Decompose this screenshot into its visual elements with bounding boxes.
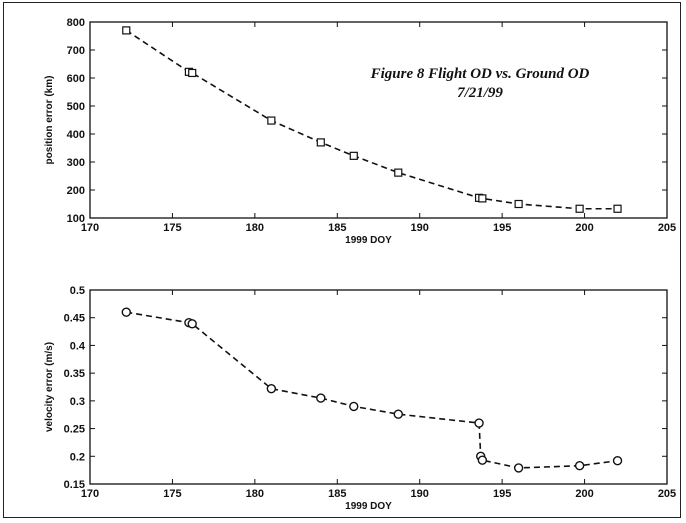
data-point xyxy=(394,168,403,177)
data-point xyxy=(574,461,585,471)
x-tick-label: 175 xyxy=(163,222,181,234)
x-tick-label: 195 xyxy=(493,488,511,500)
x-tick-label: 200 xyxy=(575,488,593,500)
data-point xyxy=(349,401,359,412)
x-tick-label: 175 xyxy=(163,488,181,500)
y-tick-label: 0.45 xyxy=(64,313,85,325)
x-tick-label: 180 xyxy=(246,222,264,234)
x-tick-label: 205 xyxy=(658,488,676,500)
data-point xyxy=(316,393,326,403)
x-axis-title: 1999 DOY xyxy=(345,501,392,512)
y-axis-title: position error (km) xyxy=(44,76,55,165)
y-tick-label: 100 xyxy=(67,213,85,225)
data-point xyxy=(575,204,584,213)
y-tick-label: 0.15 xyxy=(64,479,85,491)
data-point xyxy=(266,383,277,394)
figure-title: Figure 8 Flight OD vs. Ground OD xyxy=(370,66,590,82)
y-tick-label: 500 xyxy=(67,101,85,113)
y-tick-label: 700 xyxy=(67,45,85,57)
x-tick-label: 190 xyxy=(411,222,429,234)
series-line xyxy=(125,29,618,210)
data-point xyxy=(393,409,403,419)
x-tick-label: 185 xyxy=(328,222,346,234)
plot-frame xyxy=(89,289,668,485)
y-tick-label: 600 xyxy=(67,73,85,85)
plot-frame xyxy=(89,21,668,219)
y-tick-label: 0.5 xyxy=(70,285,85,297)
data-point xyxy=(612,456,623,466)
x-tick-label: 200 xyxy=(575,222,593,234)
y-tick-label: 800 xyxy=(67,17,85,29)
data-point xyxy=(316,138,325,147)
data-point xyxy=(267,116,276,125)
y-tick-label: 0.35 xyxy=(64,368,85,380)
y-tick-label: 400 xyxy=(67,129,85,141)
x-axis-title: 1999 DOY xyxy=(345,235,392,246)
y-tick-label: 300 xyxy=(67,157,85,169)
data-point xyxy=(513,463,524,473)
data-point xyxy=(188,68,197,78)
y-tick-label: 0.2 xyxy=(70,451,85,463)
figure-date: 7/21/99 xyxy=(457,85,503,101)
data-point xyxy=(613,204,622,213)
x-tick-label: 185 xyxy=(328,488,346,500)
velocity-error-plot: 170 175 180 185 190 195 200 205 0.15 0.2 0.25 0.3 0.… xyxy=(44,285,676,512)
page-border xyxy=(3,2,681,518)
data-point xyxy=(477,455,488,465)
y-axis-title: velocity error (m/s) xyxy=(44,342,55,432)
data-point xyxy=(121,307,131,317)
x-tick-label: 170 xyxy=(81,488,99,500)
data-point xyxy=(187,319,197,329)
y-tick-label: 200 xyxy=(67,185,85,197)
x-tick-label: 205 xyxy=(658,222,676,234)
data-point xyxy=(478,194,487,203)
y-tick-label: 0.4 xyxy=(70,340,86,352)
data-point xyxy=(514,199,523,209)
x-tick-label: 170 xyxy=(81,222,99,234)
series-line xyxy=(126,311,618,469)
position-error-plot: 170 175 180 185 190 195 200 205 100 200 300 400 500 6… xyxy=(44,17,676,246)
y-tick-label: 0.3 xyxy=(70,396,85,408)
y-tick-label: 0.25 xyxy=(64,424,85,436)
data-point xyxy=(349,151,358,160)
x-tick-label: 180 xyxy=(246,488,264,500)
x-tick-label: 195 xyxy=(493,222,511,234)
data-point xyxy=(122,26,131,35)
x-tick-label: 190 xyxy=(411,488,429,500)
data-point xyxy=(474,418,484,428)
